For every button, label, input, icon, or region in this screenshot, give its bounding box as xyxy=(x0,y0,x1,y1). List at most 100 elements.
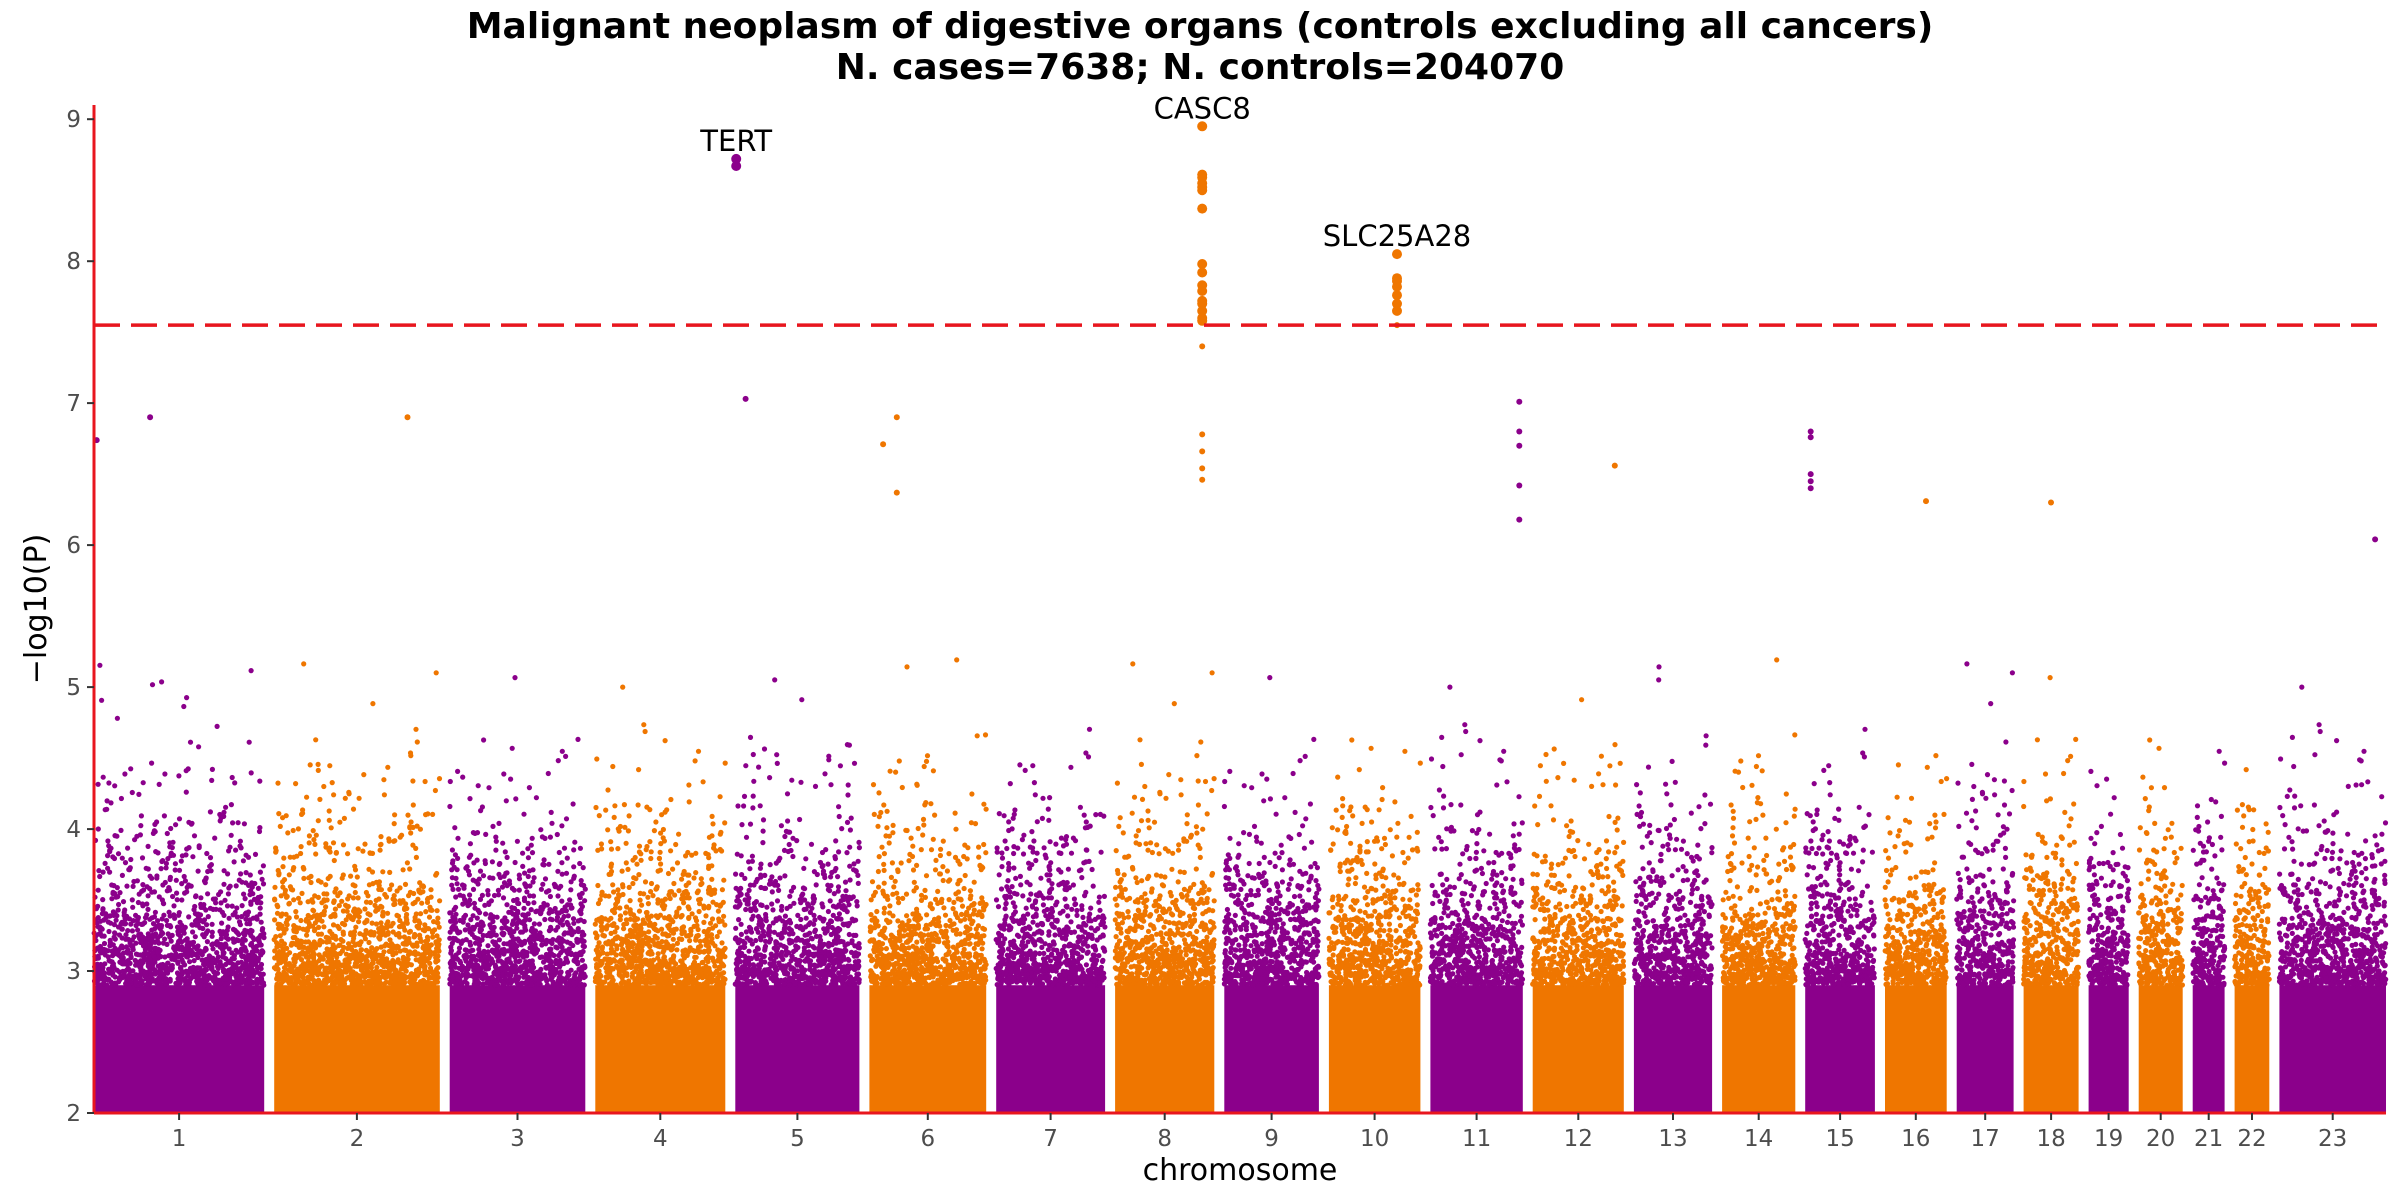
snp-point xyxy=(210,955,216,961)
snp-point xyxy=(774,760,780,767)
snp-point xyxy=(187,959,193,965)
chart-subtitle: N. cases=7638; N. controls=204070 xyxy=(835,47,1565,88)
snp-point xyxy=(681,889,687,895)
snp-point xyxy=(294,937,300,943)
snp-point xyxy=(625,943,631,950)
snp-point xyxy=(260,881,267,887)
snp-point xyxy=(232,909,238,916)
snp-point xyxy=(450,979,456,985)
snp-point xyxy=(500,932,506,938)
snp-point xyxy=(348,916,355,922)
snp-point xyxy=(355,895,361,901)
snp-point xyxy=(219,963,225,969)
snp-point xyxy=(615,826,621,832)
snp-point xyxy=(105,838,111,844)
snp-point xyxy=(210,975,216,982)
snp-point xyxy=(812,783,819,790)
snp-point xyxy=(301,977,307,984)
snp-point xyxy=(657,849,663,855)
snp-point xyxy=(179,944,185,950)
snp-point xyxy=(634,934,640,941)
snp-point xyxy=(547,963,553,969)
snp-point xyxy=(322,965,328,972)
snp-point xyxy=(417,981,423,987)
snp-point xyxy=(592,975,599,981)
snp-point xyxy=(192,934,198,940)
snp-point xyxy=(298,964,304,970)
snp-point xyxy=(380,869,386,875)
snp-point xyxy=(221,809,227,815)
snp-point xyxy=(217,944,223,950)
snp-point xyxy=(161,813,167,819)
snp-point xyxy=(476,876,482,882)
snp-point xyxy=(625,866,631,873)
snp-point xyxy=(642,957,648,963)
snp-point xyxy=(129,897,135,903)
snp-point xyxy=(260,863,266,869)
snp-point xyxy=(340,931,346,937)
snp-point xyxy=(222,897,228,903)
snp-point xyxy=(316,942,323,948)
snp-point xyxy=(626,884,632,891)
snp-point xyxy=(769,889,775,895)
snp-point xyxy=(147,944,153,950)
snp-point xyxy=(101,940,108,947)
snp-point xyxy=(546,861,552,867)
snp-point xyxy=(205,928,211,934)
snp-point xyxy=(653,971,659,977)
snp-point xyxy=(644,935,650,941)
snp-point xyxy=(377,969,383,975)
snp-point xyxy=(531,900,537,906)
snp-point xyxy=(401,980,407,986)
snp-point xyxy=(638,851,644,857)
snp-point xyxy=(305,899,311,905)
snp-point xyxy=(621,802,628,808)
snp-point xyxy=(567,940,573,947)
snp-point xyxy=(675,982,681,988)
snp-point xyxy=(525,846,531,852)
snp-point xyxy=(749,853,756,859)
snp-point xyxy=(246,739,252,745)
snp-point xyxy=(659,980,666,986)
snp-point xyxy=(414,823,420,829)
snp-point xyxy=(847,844,853,850)
snp-point xyxy=(825,908,832,915)
snp-point xyxy=(210,946,216,952)
snp-point xyxy=(357,931,363,937)
snp-point xyxy=(311,837,317,843)
snp-point xyxy=(513,974,519,980)
snp-point xyxy=(252,880,258,887)
snp-point xyxy=(779,903,785,910)
snp-point xyxy=(235,820,241,826)
snp-point xyxy=(385,764,391,770)
snp-point xyxy=(540,861,546,868)
snp-point xyxy=(428,887,434,893)
snp-point xyxy=(455,768,461,775)
snp-point xyxy=(223,934,229,940)
snp-point xyxy=(519,980,525,986)
snp-point xyxy=(617,905,623,911)
snp-point xyxy=(580,865,586,871)
snp-point xyxy=(559,823,565,829)
snp-point xyxy=(207,809,213,815)
snp-point xyxy=(541,959,547,965)
snp-point xyxy=(683,882,689,889)
snp-point xyxy=(433,979,439,985)
snp-point xyxy=(341,815,347,822)
snp-point xyxy=(285,967,291,973)
snp-point xyxy=(408,819,414,825)
snp-point xyxy=(275,966,281,972)
snp-point xyxy=(192,911,198,917)
snp-point xyxy=(123,936,129,942)
snp-point xyxy=(254,948,260,954)
snp-point xyxy=(609,979,615,985)
snp-point xyxy=(595,944,601,950)
snp-point xyxy=(808,841,815,847)
snp-point xyxy=(342,922,348,928)
snp-point xyxy=(743,906,749,913)
snp-point xyxy=(604,974,610,980)
snp-point xyxy=(184,846,190,852)
snp-point xyxy=(220,975,226,982)
snp-point xyxy=(400,867,406,873)
snp-point xyxy=(136,891,142,897)
